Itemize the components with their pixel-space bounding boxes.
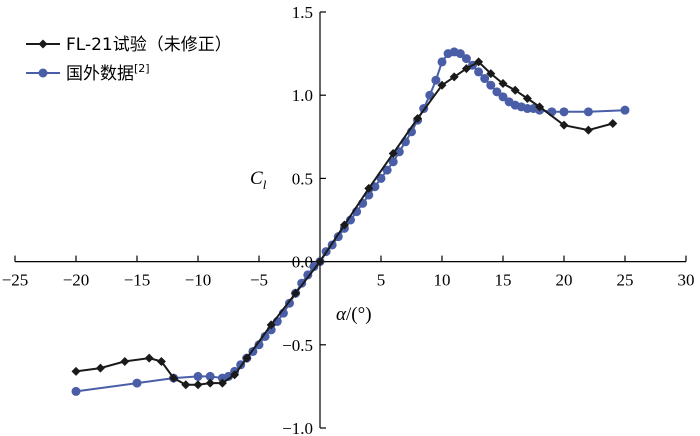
data-point bbox=[382, 165, 392, 175]
legend: FL-21试验（未修正） 国外数据[2] bbox=[26, 35, 232, 84]
data-point bbox=[71, 386, 81, 396]
data-point bbox=[486, 80, 496, 90]
data-point bbox=[431, 75, 441, 85]
data-point bbox=[498, 92, 508, 102]
data-point bbox=[388, 148, 398, 158]
data-point bbox=[205, 371, 215, 381]
data-point bbox=[181, 380, 191, 390]
series-layer bbox=[71, 47, 630, 396]
data-point bbox=[217, 378, 227, 388]
data-point bbox=[413, 113, 423, 123]
data-point bbox=[620, 105, 630, 115]
axes: −25 −20 −15 −10 −5 5 10 15 20 25 30 −1.0 −0.5 0.0 0.5… bbox=[2, 3, 695, 436]
data-point bbox=[492, 87, 502, 97]
data-point bbox=[486, 69, 496, 79]
x-axis-title: α/(°) bbox=[336, 304, 372, 325]
x-tick-label: 20 bbox=[556, 271, 573, 290]
series-foreign bbox=[71, 47, 630, 396]
data-point bbox=[156, 356, 166, 366]
data-point bbox=[522, 94, 532, 104]
data-point bbox=[461, 64, 471, 74]
data-point bbox=[535, 102, 545, 112]
x-tick-label: 25 bbox=[617, 271, 634, 290]
y-axis-main: C bbox=[250, 168, 263, 189]
x-tick-label: −15 bbox=[124, 271, 151, 290]
data-point bbox=[132, 378, 142, 388]
y-tick-label: 1.5 bbox=[292, 3, 313, 22]
y-axis-title: Cl bbox=[250, 168, 267, 192]
y-tick-label: −0.5 bbox=[282, 336, 313, 355]
data-point bbox=[230, 370, 240, 380]
data-point bbox=[339, 220, 349, 230]
x-axis-symbol: α bbox=[336, 304, 347, 325]
x-tick-label: −25 bbox=[2, 271, 29, 290]
x-tick-label: 15 bbox=[495, 271, 512, 290]
y-tick-label: 0.5 bbox=[292, 169, 313, 188]
x-tick-label: −20 bbox=[63, 271, 90, 290]
data-point bbox=[510, 85, 520, 95]
x-tick-label: 30 bbox=[678, 271, 695, 290]
data-point bbox=[498, 79, 508, 89]
data-point bbox=[242, 353, 252, 363]
y-tick-label: 1.0 bbox=[292, 86, 313, 105]
data-point bbox=[291, 288, 301, 298]
legend-entry-fl21: FL-21试验（未修正） bbox=[26, 35, 232, 55]
x-ticks: −25 −20 −15 −10 −5 5 10 15 20 25 30 bbox=[2, 255, 695, 290]
x-axis-unit: /(°) bbox=[346, 304, 372, 325]
data-point bbox=[474, 57, 484, 67]
y-tick-label: 0.0 bbox=[292, 253, 313, 272]
data-point bbox=[95, 363, 105, 373]
legend-label-foreign: 国外数据[2] bbox=[66, 62, 150, 84]
data-point bbox=[474, 67, 484, 77]
data-point bbox=[315, 257, 325, 267]
data-point bbox=[583, 107, 593, 117]
data-point bbox=[559, 120, 569, 130]
data-point bbox=[266, 320, 276, 330]
y-ticks: −1.0 −0.5 0.0 0.5 1.0 1.5 bbox=[282, 3, 326, 436]
x-tick-label: 5 bbox=[377, 271, 386, 290]
legend-label-foreign-sup: [2] bbox=[134, 62, 150, 75]
data-point bbox=[205, 378, 215, 388]
data-point bbox=[144, 353, 154, 363]
data-point bbox=[559, 107, 569, 117]
data-point bbox=[193, 380, 203, 390]
legend-swatch-circle-marker bbox=[38, 68, 48, 78]
legend-label-foreign-main: 国外数据 bbox=[66, 64, 134, 84]
data-point bbox=[120, 356, 130, 366]
data-point bbox=[71, 366, 81, 376]
series-fl21 bbox=[71, 57, 618, 390]
data-point bbox=[608, 118, 618, 128]
data-point bbox=[437, 80, 447, 90]
y-tick-label: −1.0 bbox=[282, 419, 313, 436]
data-point bbox=[437, 57, 447, 67]
data-point bbox=[480, 74, 490, 84]
data-point bbox=[455, 49, 465, 59]
x-tick-label: 10 bbox=[434, 271, 451, 290]
legend-swatch-diamond-marker bbox=[38, 39, 48, 49]
data-point bbox=[309, 262, 319, 272]
data-point bbox=[169, 373, 179, 383]
legend-entry-foreign: 国外数据[2] bbox=[26, 62, 150, 84]
x-tick-label: −10 bbox=[185, 271, 212, 290]
data-point bbox=[376, 173, 386, 183]
data-point bbox=[303, 270, 313, 280]
data-point bbox=[388, 157, 398, 167]
data-point bbox=[254, 340, 264, 350]
data-point bbox=[260, 331, 270, 341]
data-point bbox=[461, 54, 471, 64]
data-point bbox=[449, 72, 459, 82]
data-point bbox=[583, 125, 593, 135]
y-axis-sub: l bbox=[263, 177, 267, 192]
data-point bbox=[193, 371, 203, 381]
legend-label-fl21: FL-21试验（未修正） bbox=[66, 35, 232, 55]
x-tick-label: −5 bbox=[250, 271, 268, 290]
data-point bbox=[364, 183, 374, 193]
